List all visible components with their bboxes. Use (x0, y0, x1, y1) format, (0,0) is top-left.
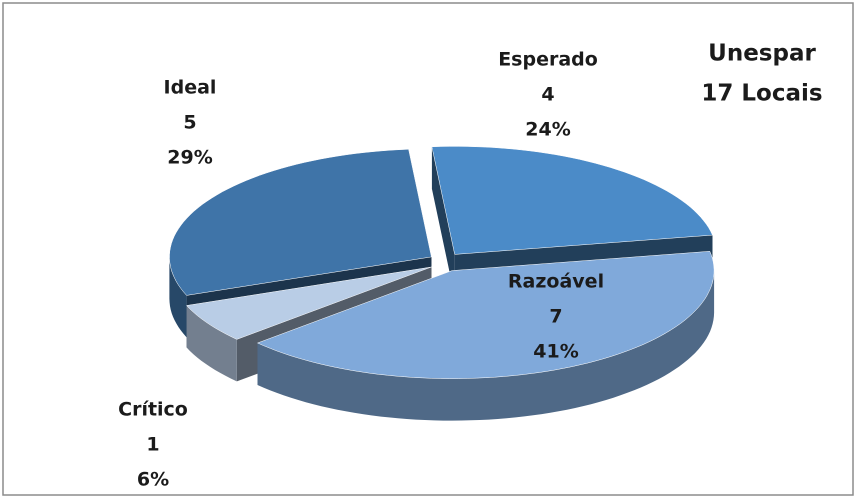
slice-value: 1 (146, 434, 159, 456)
slice-edge (431, 146, 455, 297)
slice (256, 251, 715, 379)
chart-title: Unespar (708, 41, 816, 67)
slice-percent: 41% (533, 341, 578, 363)
slice (186, 266, 432, 340)
slice-percent: 6% (137, 469, 169, 491)
slice-category: Esperado (498, 49, 598, 71)
slice-wall (257, 270, 715, 421)
slice-value: 7 (549, 306, 562, 328)
slice-percent: 24% (525, 119, 570, 141)
pie (169, 146, 715, 421)
chart-subtitle: 17 Locais (701, 81, 822, 107)
slice-wall (186, 305, 237, 382)
slice-category: Ideal (164, 77, 217, 99)
slice-wall (169, 256, 187, 338)
slice (169, 149, 432, 296)
slice-category: Crítico (118, 399, 188, 421)
slice-value: 4 (541, 84, 554, 106)
slice-category: Razoável (508, 271, 604, 293)
slice (431, 146, 713, 255)
slice-percent: 29% (167, 147, 212, 169)
slice-value: 5 (183, 112, 196, 134)
